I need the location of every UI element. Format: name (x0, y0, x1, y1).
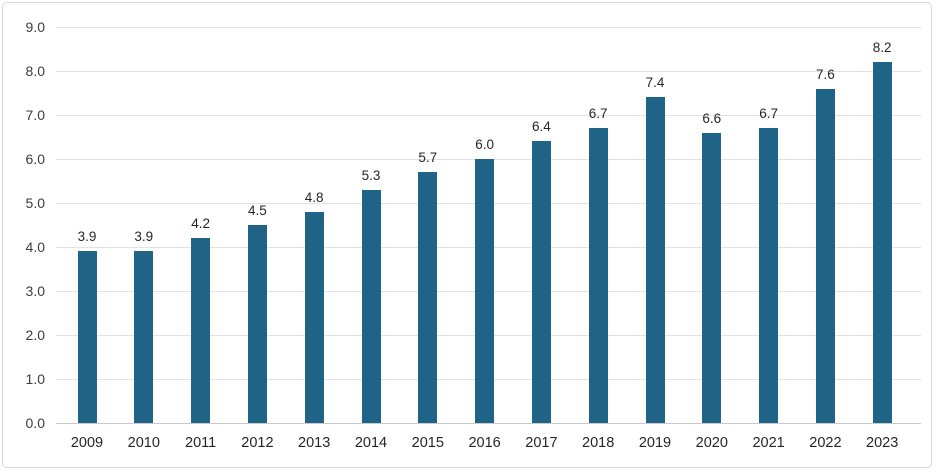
bar (588, 128, 608, 423)
x-tick-label: 2011 (185, 435, 217, 451)
bar (247, 225, 267, 423)
bar-value-label: 6.6 (702, 110, 722, 126)
bar (531, 141, 551, 423)
x-tick-label: 2019 (638, 435, 672, 451)
x-tick-label: 2014 (354, 435, 388, 451)
x-axis-line (56, 423, 921, 424)
x-tick-label: 2020 (695, 435, 728, 451)
bar-value-label: 6.0 (475, 137, 494, 152)
x-tick-label: 2010 (127, 435, 160, 451)
x-tick-label: 2016 (468, 435, 501, 451)
x-tick-label: 2017 (525, 435, 558, 451)
bar (191, 238, 211, 423)
bar-value-label: 4.5 (248, 203, 267, 218)
gridline (56, 27, 921, 28)
x-tick-label: 2018 (582, 435, 615, 451)
y-tick-label: 0.0 (25, 415, 45, 431)
bar-value-label: 6.7 (588, 106, 608, 122)
gridline (56, 115, 921, 116)
bar-value-label: 6.4 (532, 119, 551, 135)
bar-value-label: 3.9 (134, 229, 154, 245)
bar-value-label: 4.2 (191, 216, 210, 232)
bar (702, 132, 722, 423)
bar (475, 159, 495, 423)
y-tick-label: 5.0 (25, 195, 45, 211)
x-tick-label: 2015 (411, 435, 444, 451)
y-tick-label: 9.0 (25, 19, 45, 35)
x-tick-label: 2023 (866, 435, 899, 451)
bar-value-label: 6.7 (759, 106, 778, 122)
bar (361, 189, 381, 423)
x-tick-label: 2022 (809, 435, 842, 451)
bar (872, 62, 892, 423)
y-tick-label: 3.0 (25, 283, 45, 299)
bar (418, 172, 438, 423)
bar-value-label: 5.7 (418, 150, 438, 166)
bar (759, 128, 779, 423)
bar-value-label: 4.8 (304, 189, 324, 205)
bar (645, 97, 665, 423)
bar (77, 251, 97, 423)
bar (304, 211, 324, 423)
x-tick-label: 2021 (752, 435, 785, 451)
y-tick-label: 2.0 (25, 327, 45, 343)
bar-value-label: 7.4 (645, 75, 665, 91)
bar-chart-plot-area: 0.0 1.0 2.0 3.0 4.0 5.0 6.0 7.0 8.0 9.0 3.9 2009 3.9… (3, 3, 931, 467)
y-tick-label: 6.0 (25, 151, 45, 167)
bar (134, 251, 154, 423)
y-tick-label: 7.0 (25, 107, 45, 123)
bar-value-label: 8.2 (872, 40, 892, 56)
gridline (56, 71, 921, 72)
bar-value-label: 5.3 (361, 167, 381, 183)
y-tick-label: 1.0 (25, 371, 45, 387)
y-tick-label: 4.0 (25, 239, 45, 255)
x-tick-label: 2009 (70, 435, 104, 451)
y-tick-label: 8.0 (25, 63, 45, 79)
bar-value-label: 3.9 (77, 229, 97, 245)
x-tick-label: 2013 (298, 435, 331, 451)
bar (815, 88, 835, 423)
bar-value-label: 7.6 (816, 66, 835, 82)
x-tick-label: 2012 (241, 435, 274, 451)
